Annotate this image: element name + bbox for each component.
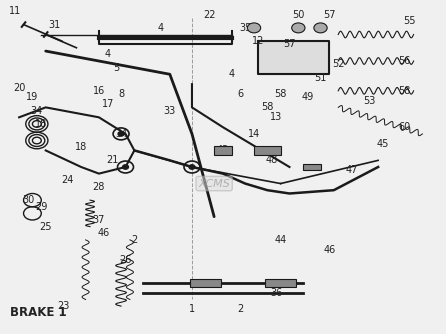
Circle shape [248,23,260,33]
Bar [265,279,296,287]
Text: 14: 14 [248,129,260,139]
Text: 23: 23 [57,301,70,311]
Text: 11: 11 [8,6,21,16]
Text: 33: 33 [164,106,176,116]
Text: 60: 60 [399,122,411,132]
Circle shape [292,23,305,33]
Text: 24: 24 [62,175,74,185]
Circle shape [314,23,327,33]
Text: 6: 6 [238,89,244,99]
Text: 56: 56 [399,56,411,66]
Text: 4: 4 [105,49,111,59]
Text: 1: 1 [189,304,195,314]
Text: 51: 51 [314,72,327,82]
Bar [190,279,221,287]
Text: 18: 18 [75,142,87,152]
Text: 20: 20 [13,82,25,93]
Text: 34: 34 [115,129,127,139]
Text: 8: 8 [118,89,124,99]
Text: 58: 58 [261,103,273,112]
Circle shape [118,132,124,136]
Text: 30: 30 [22,195,34,205]
Text: 57: 57 [323,10,336,20]
Text: 55: 55 [403,16,415,26]
Text: 18: 18 [35,119,47,129]
Text: 46: 46 [323,245,335,255]
Text: 5: 5 [113,63,120,72]
Text: 2: 2 [131,235,137,245]
Text: 4: 4 [158,23,164,33]
Text: 49: 49 [301,93,314,103]
Text: BRAKE 1: BRAKE 1 [10,306,67,319]
Text: 48: 48 [266,155,278,165]
Text: 53: 53 [363,96,376,106]
Text: 31: 31 [49,20,61,30]
Text: 2: 2 [238,304,244,314]
Text: 16: 16 [93,86,105,96]
Text: 46: 46 [97,228,109,238]
Text: XCMS: XCMS [198,179,230,189]
Text: 57: 57 [283,39,296,49]
Circle shape [189,165,195,169]
Text: 37: 37 [93,215,105,225]
Text: 58: 58 [274,89,287,99]
Text: 44: 44 [274,235,287,245]
Text: 45: 45 [376,139,389,149]
Bar [303,164,321,170]
Text: 47: 47 [345,165,358,175]
Text: 50: 50 [292,10,305,20]
Text: 13: 13 [270,112,282,122]
Text: 34: 34 [31,106,43,116]
Bar [254,146,281,155]
Text: 58: 58 [399,86,411,96]
Text: 12: 12 [252,36,264,46]
Text: 25: 25 [39,222,52,231]
Text: 43: 43 [217,145,229,155]
Text: 4: 4 [229,69,235,79]
Bar [214,146,232,155]
Text: 22: 22 [203,10,216,20]
Text: 35: 35 [239,23,252,33]
Text: 17: 17 [102,99,114,109]
Circle shape [122,165,128,169]
Text: 21: 21 [106,155,118,165]
Text: 28: 28 [93,182,105,192]
Text: 52: 52 [332,59,344,69]
Text: 19: 19 [26,93,38,103]
Text: 29: 29 [35,202,47,212]
Text: 26: 26 [119,255,132,265]
Polygon shape [259,41,330,74]
Text: 36: 36 [270,288,282,298]
